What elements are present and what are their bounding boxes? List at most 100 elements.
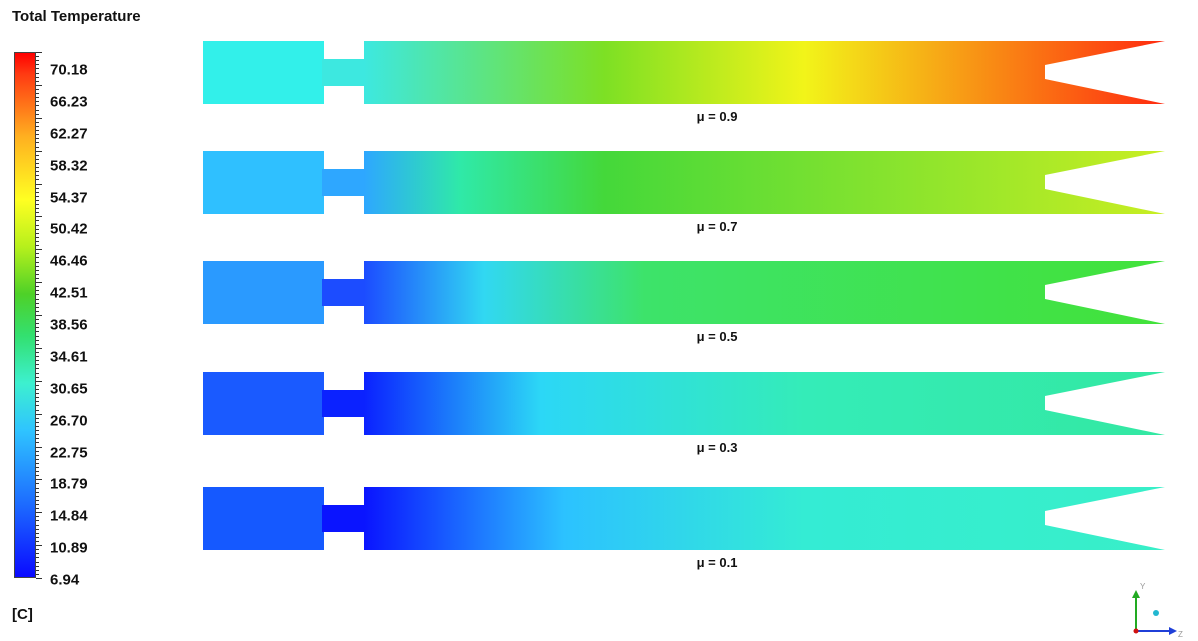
inlet-chamber xyxy=(203,487,324,550)
colorbar-minor-tick xyxy=(36,171,39,173)
colorbar-minor-tick xyxy=(36,113,39,115)
colorbar-minor-tick xyxy=(36,409,39,411)
axis-triad: Y Z xyxy=(1132,582,1183,639)
colorbar-minor-tick xyxy=(36,536,39,538)
mixing-duct xyxy=(364,41,1165,104)
colorbar-minor-tick xyxy=(36,265,39,267)
colorbar-minor-tick xyxy=(36,154,39,156)
colorbar-minor-tick xyxy=(36,356,39,358)
colorbar-minor-tick xyxy=(36,97,39,99)
colorbar-minor-tick xyxy=(36,524,39,526)
colorbar-minor-tick xyxy=(36,60,39,62)
colorbar-tick-label: 54.37 xyxy=(50,189,88,206)
colorbar-minor-tick xyxy=(36,483,39,485)
colorbar-minor-tick xyxy=(36,512,42,514)
colorbar-minor-tick xyxy=(36,84,42,86)
colorbar-minor-tick xyxy=(36,438,39,440)
colorbar-minor-tick xyxy=(36,93,39,95)
colorbar-minor-tick xyxy=(36,121,39,123)
colorbar-minor-tick xyxy=(36,347,42,349)
mixing-duct xyxy=(364,261,1165,324)
y-axis-arrowhead xyxy=(1132,590,1140,598)
colorbar-minor-tick xyxy=(36,269,39,271)
colorbar-minor-tick xyxy=(36,475,39,477)
colorbar-minor-tick xyxy=(36,504,39,506)
colorbar-minor-tick xyxy=(36,487,39,489)
colorbar-tick-label: 42.51 xyxy=(50,284,88,302)
colorbar-minor-tick xyxy=(36,339,39,341)
colorbar-minor-tick xyxy=(36,397,39,399)
colorbar-minor-tick xyxy=(36,364,39,366)
colorbar-minor-tick xyxy=(36,532,39,534)
inlet-chamber xyxy=(203,151,324,214)
unit-label: [C] xyxy=(12,606,33,623)
colorbar-minor-tick xyxy=(36,282,42,284)
y-axis-label: Y xyxy=(1140,582,1146,591)
colorbar-minor-tick xyxy=(36,368,39,370)
colorbar-minor-tick xyxy=(36,541,39,543)
colorbar-minor-tick xyxy=(36,76,39,78)
colorbar-minor-tick xyxy=(36,167,39,169)
colorbar-minor-tick xyxy=(36,434,39,436)
case-label: μ = 0.5 xyxy=(697,329,738,344)
colorbar-minor-tick xyxy=(36,56,39,58)
colorbar-minor-tick xyxy=(36,142,39,144)
colorbar-minor-tick xyxy=(36,372,39,374)
colorbar xyxy=(14,52,36,578)
colorbar-minor-tick xyxy=(36,212,39,214)
colorbar-minor-tick xyxy=(36,388,39,390)
mixing-duct xyxy=(364,372,1165,435)
colorbar-minor-tick xyxy=(36,52,42,53)
colorbar-minor-tick xyxy=(36,273,39,275)
colorbar-minor-tick xyxy=(36,117,42,119)
colorbar-minor-tick xyxy=(36,241,39,243)
inlet-chamber xyxy=(203,261,324,324)
contour-case: μ = 0.3 xyxy=(203,372,1165,455)
colorbar-ticks xyxy=(36,52,42,579)
colorbar-minor-tick xyxy=(36,204,39,206)
colorbar-minor-tick xyxy=(36,549,39,551)
colorbar-minor-tick xyxy=(36,351,39,353)
colorbar-minor-tick xyxy=(36,245,39,247)
colorbar-minor-tick xyxy=(36,109,39,111)
colorbar-minor-tick xyxy=(36,343,39,345)
x-axis-marker xyxy=(1153,610,1159,616)
colorbar-minor-tick xyxy=(36,187,39,189)
colorbar-minor-tick xyxy=(36,384,39,386)
colorbar-minor-tick xyxy=(36,183,42,185)
nozzle-throat xyxy=(322,169,366,196)
inlet-chamber xyxy=(203,41,324,104)
colorbar-minor-tick xyxy=(36,286,39,288)
colorbar-minor-tick xyxy=(36,199,39,201)
colorbar-minor-tick xyxy=(36,146,39,148)
case-label: μ = 0.3 xyxy=(697,440,738,455)
colorbar-minor-tick xyxy=(36,417,39,419)
colorbar-minor-tick xyxy=(36,310,39,312)
colorbar-minor-tick xyxy=(36,216,42,218)
case-label: μ = 0.9 xyxy=(697,109,738,124)
colorbar-tick-label: 38.56 xyxy=(50,316,88,334)
colorbar-minor-tick xyxy=(36,302,39,304)
colorbar-minor-tick xyxy=(36,446,42,448)
colorbar-tick-label: 50.42 xyxy=(50,220,88,238)
origin-dot xyxy=(1133,628,1139,634)
colorbar-minor-tick xyxy=(36,253,39,255)
colorbar-minor-tick xyxy=(36,479,42,481)
colorbar-tick-label: 58.32 xyxy=(50,157,88,175)
colorbar-minor-tick xyxy=(36,401,39,403)
colorbar-minor-tick xyxy=(36,191,39,193)
colorbar-tick-label: 18.79 xyxy=(50,475,88,493)
colorbar-minor-tick xyxy=(36,306,39,308)
colorbar-minor-tick xyxy=(36,315,42,316)
colorbar-minor-tick xyxy=(36,405,39,407)
colorbar-tick-label: 66.23 xyxy=(50,93,88,111)
colorbar-minor-tick xyxy=(36,228,39,230)
mixing-duct xyxy=(364,487,1165,550)
colorbar-minor-tick xyxy=(36,125,39,127)
inlet-chamber xyxy=(203,372,324,435)
colorbar-tick-label: 6.94 xyxy=(50,571,80,589)
colorbar-minor-tick xyxy=(36,462,39,464)
colorbar-minor-tick xyxy=(36,278,39,280)
colorbar-minor-tick xyxy=(36,290,39,292)
